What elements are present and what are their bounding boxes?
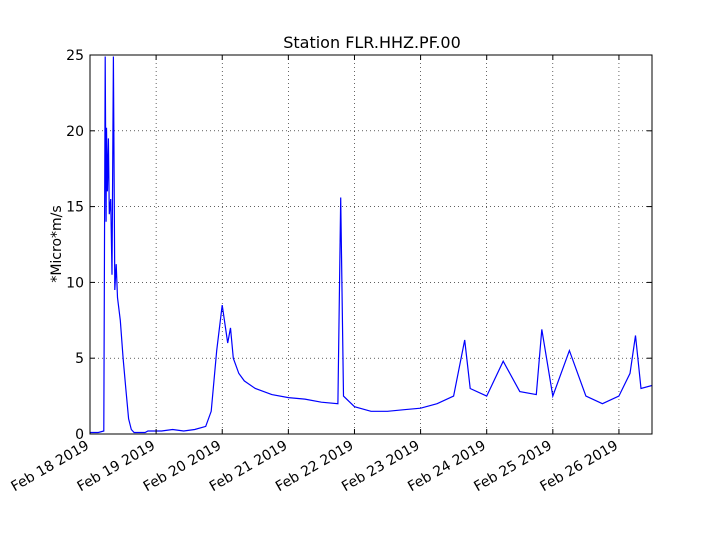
y-axis-label: *Micro*m/s [49, 205, 65, 282]
y-tick-label: 5 [75, 351, 84, 367]
series-line [90, 56, 652, 434]
y-tick-label: 15 [66, 200, 84, 216]
y-tick-label: 0 [75, 427, 84, 443]
series-group [90, 56, 652, 434]
ticks [89, 54, 652, 435]
y-tick-label: 20 [66, 124, 84, 140]
chart-title: Station FLR.HHZ.PF.00 [283, 33, 461, 52]
plot-frame [89, 54, 653, 435]
y-tick-labels: 0 5 10 15 20 25 [66, 48, 84, 443]
grid [90, 55, 652, 434]
y-tick-label: 25 [66, 48, 84, 64]
y-tick-label: 10 [66, 275, 84, 291]
